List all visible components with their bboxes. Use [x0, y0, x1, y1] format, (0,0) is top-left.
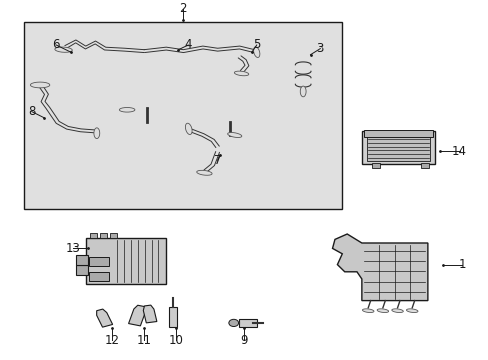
Polygon shape: [94, 128, 100, 139]
Text: 7: 7: [213, 154, 221, 167]
Bar: [89, 272, 109, 281]
Bar: [24, 22, 342, 209]
Circle shape: [228, 319, 238, 327]
Polygon shape: [30, 82, 50, 88]
Bar: [110, 233, 117, 238]
Text: 6: 6: [52, 39, 60, 51]
Polygon shape: [128, 305, 145, 326]
Text: 8: 8: [28, 105, 36, 118]
Polygon shape: [362, 309, 373, 312]
Bar: [420, 163, 428, 168]
Bar: [90, 233, 97, 238]
Polygon shape: [300, 86, 305, 97]
Polygon shape: [376, 309, 388, 312]
Text: 13: 13: [66, 242, 81, 255]
Text: 12: 12: [105, 334, 120, 347]
Bar: [89, 257, 109, 266]
Polygon shape: [332, 234, 427, 301]
Text: 9: 9: [240, 334, 248, 347]
Text: 4: 4: [184, 39, 192, 51]
Polygon shape: [227, 132, 241, 138]
Text: 14: 14: [451, 145, 466, 158]
Text: 10: 10: [168, 334, 183, 347]
Polygon shape: [185, 123, 192, 135]
Bar: [364, 130, 432, 137]
Bar: [238, 319, 257, 327]
Bar: [361, 131, 434, 164]
Polygon shape: [97, 309, 112, 327]
Polygon shape: [119, 108, 135, 112]
Bar: [85, 238, 166, 284]
Bar: [76, 255, 87, 265]
Polygon shape: [234, 71, 248, 76]
Text: 3: 3: [316, 42, 324, 55]
Polygon shape: [253, 47, 259, 58]
Polygon shape: [406, 309, 417, 312]
Text: 5: 5: [252, 39, 260, 51]
Bar: [168, 307, 176, 327]
Polygon shape: [196, 170, 212, 175]
Polygon shape: [391, 309, 403, 312]
Bar: [100, 233, 107, 238]
Text: 11: 11: [137, 334, 151, 347]
Polygon shape: [55, 47, 72, 52]
Polygon shape: [143, 305, 157, 323]
Bar: [76, 265, 87, 275]
Bar: [366, 136, 429, 161]
Bar: [371, 163, 380, 168]
Text: 2: 2: [179, 3, 187, 15]
Text: 1: 1: [457, 258, 465, 271]
